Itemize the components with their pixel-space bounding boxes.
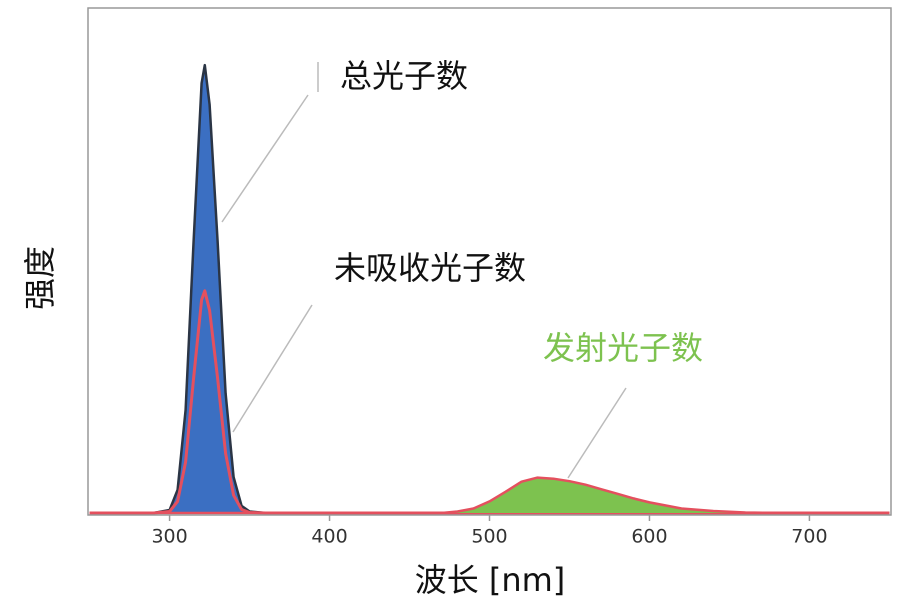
annotation: 发射光子数 <box>543 329 703 367</box>
annotation: 总光子数 <box>340 57 468 95</box>
x-tick-label: 400 <box>311 526 347 548</box>
pointer <box>567 387 627 479</box>
x-axis-label: 波长 [nm] <box>415 561 566 599</box>
x-tick-label: 300 <box>151 526 187 548</box>
x-tick-label: 700 <box>791 526 827 548</box>
annotation: 未吸收光子数 <box>334 249 526 287</box>
y-axis-label: 强度 <box>21 246 59 310</box>
x-tick-label: 500 <box>471 526 507 548</box>
area <box>89 65 890 513</box>
pointer <box>221 94 309 223</box>
pointers <box>221 62 627 479</box>
pointer <box>232 304 313 433</box>
x-tick-label: 600 <box>631 526 667 548</box>
area <box>89 477 890 513</box>
line <box>89 476 890 515</box>
